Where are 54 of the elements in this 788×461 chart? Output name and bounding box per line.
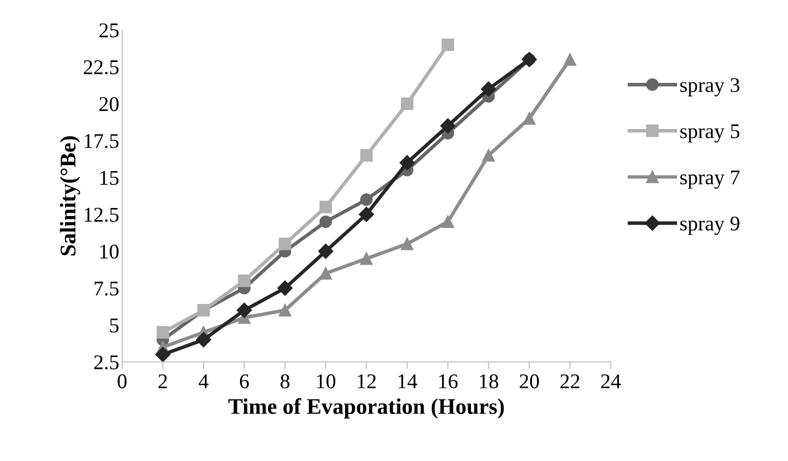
- x-tick-label: 12: [358, 374, 376, 388]
- y-axis-title: Salinity(°Be): [60, 136, 80, 256]
- y-tick-label: 10: [100, 244, 119, 259]
- x-tick-label: 4: [198, 374, 208, 388]
- x-tick-label: 2: [158, 374, 167, 388]
- point: [278, 304, 292, 317]
- point: [358, 206, 374, 222]
- legend-label: spray 7: [680, 170, 740, 189]
- point: [238, 274, 251, 287]
- point: [523, 112, 536, 125]
- point: [360, 149, 373, 162]
- x-tick-label: 22: [560, 374, 580, 388]
- x-tick-label: 14: [398, 374, 418, 388]
- x-tick-label: 6: [240, 374, 249, 388]
- legend-label: spray 9: [680, 216, 740, 235]
- point: [318, 244, 334, 259]
- x-tick-label: 10: [317, 374, 336, 388]
- point: [196, 332, 212, 348]
- point: [480, 81, 496, 97]
- x-tick-label: 0: [118, 374, 127, 388]
- x-tick-label: 18: [480, 374, 498, 388]
- y-tick-label: 17.5: [84, 134, 119, 148]
- point: [277, 280, 293, 296]
- x-tick-label: 24: [601, 374, 621, 388]
- point: [400, 97, 414, 110]
- y-tick-label: 7.5: [94, 282, 119, 296]
- point: [482, 149, 495, 162]
- x-tick-label: 20: [520, 374, 539, 388]
- x-tick-label: 8: [280, 374, 290, 388]
- y-tick-label: 22.5: [84, 60, 119, 74]
- y-tick-label: 12.5: [84, 208, 119, 222]
- y-tick-label: 15: [100, 170, 119, 185]
- point: [278, 238, 292, 250]
- point: [155, 346, 170, 362]
- point: [319, 200, 332, 214]
- point: [360, 193, 373, 206]
- x-tick-label: 16: [439, 374, 458, 388]
- point: [400, 155, 415, 170]
- point: [442, 38, 454, 51]
- x-axis-title: Time of Evaporation (Hours): [228, 398, 504, 419]
- y-tick-label: 20: [99, 97, 119, 112]
- point: [360, 252, 373, 265]
- y-tick-label: 25: [99, 23, 119, 38]
- point: [440, 118, 456, 134]
- y-tick-label: 2.5: [94, 355, 119, 370]
- point: [156, 326, 170, 339]
- point: [564, 53, 576, 66]
- point: [319, 215, 332, 228]
- legend-label: spray 3: [680, 78, 740, 96]
- point: [400, 238, 414, 250]
- point: [442, 215, 454, 228]
- y-tick-label: 5: [110, 318, 119, 332]
- legend-label: spray 5: [680, 124, 740, 143]
- point: [236, 302, 252, 318]
